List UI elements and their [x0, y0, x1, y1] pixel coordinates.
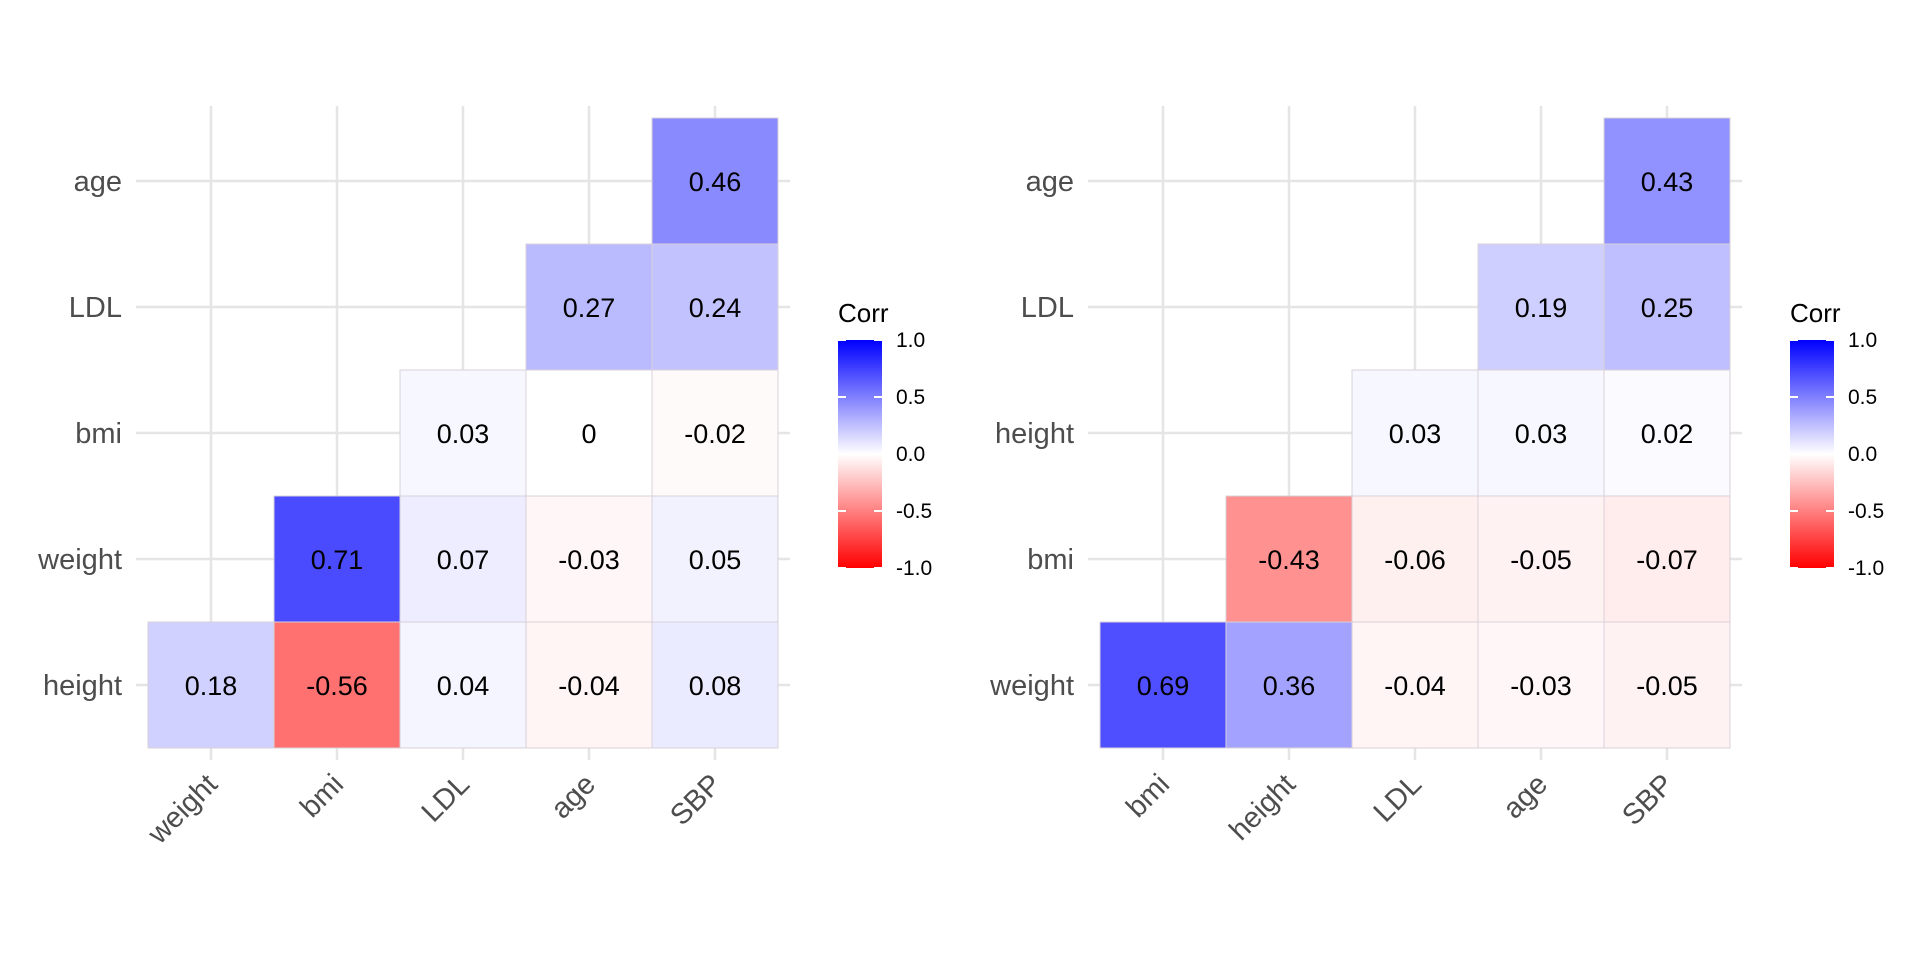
heatmap-cell	[1603, 243, 1731, 371]
heatmap-cell	[147, 621, 275, 749]
x-tick-label: bmi	[294, 768, 350, 824]
x-tick-label: LDL	[1368, 768, 1428, 828]
heatmap-cell	[651, 369, 779, 497]
legend-tick-label: 0.0	[1848, 443, 1877, 466]
heatmap-cell	[651, 117, 779, 245]
cell-value-label: 0.27	[563, 293, 616, 323]
cell-value-label: 0.03	[1389, 419, 1442, 449]
cell-value-label: 0	[581, 419, 596, 449]
legend-tick-label: 0.5	[1848, 386, 1877, 409]
cell-value-label: 0.02	[1641, 419, 1694, 449]
x-tick-label: weight	[141, 768, 224, 851]
heatmap-cell	[273, 495, 401, 623]
y-tick-label: age	[1026, 166, 1074, 198]
y-tick-label: weight	[37, 544, 122, 576]
heatmap-cell	[399, 621, 527, 749]
cell-value-label: 0.03	[1515, 419, 1568, 449]
legend-tick-label: 0.0	[896, 443, 925, 466]
heatmap-panel-2: 0.69 0.36 -0.04 -0.03 -0.05 -0.43 -0.06 -0.05 -0…	[989, 106, 1884, 847]
legend-tick-label: 1.0	[1848, 329, 1877, 352]
cell-value-label: 0.43	[1641, 167, 1694, 197]
x-tick-label: LDL	[416, 768, 476, 828]
cell-value-label: 0.05	[689, 545, 742, 575]
cell-value-label: -0.07	[1636, 545, 1698, 575]
heatmap-cell	[273, 621, 401, 749]
heatmap-cell	[1477, 621, 1605, 749]
cell-value-label: 0.71	[311, 545, 364, 575]
legend-tick-label: -0.5	[1848, 500, 1884, 523]
x-tick-label: SBP	[664, 768, 728, 832]
heatmap-cell	[651, 495, 779, 623]
heatmap-panel-1: 0.18 -0.56 0.04 -0.04 0.08 0.71 0.07 -0.03 0.05 0…	[37, 106, 932, 851]
cell-value-label: 0.25	[1641, 293, 1694, 323]
cell-value-label: -0.56	[306, 671, 368, 701]
cell-value-label: 0.24	[689, 293, 742, 323]
legend-tick-label: -0.5	[896, 500, 932, 523]
cell-value-label: -0.03	[558, 545, 620, 575]
cell-value-label: 0.04	[437, 671, 490, 701]
y-tick-label: weight	[989, 670, 1074, 702]
y-tick-label: LDL	[1021, 292, 1074, 324]
x-tick-label: bmi	[1120, 768, 1176, 824]
heatmap-cell	[1477, 495, 1605, 623]
heatmap-cell	[1603, 495, 1731, 623]
cell-value-label: -0.03	[1510, 671, 1572, 701]
cell-value-label: 0.07	[437, 545, 490, 575]
y-tick-label: bmi	[1027, 544, 1074, 576]
cell-value-label: 0.08	[689, 671, 742, 701]
heatmap-cell	[1351, 621, 1479, 749]
cell-value-label: 0.46	[689, 167, 742, 197]
heatmap-cell	[1351, 495, 1479, 623]
x-tick-label: SBP	[1616, 768, 1680, 832]
heatmap-cell	[1099, 621, 1227, 749]
heatmap-cell	[1477, 243, 1605, 371]
x-tick-label: age	[1497, 768, 1554, 825]
cell-value-label: -0.04	[1384, 671, 1446, 701]
cell-value-label: -0.05	[1636, 671, 1698, 701]
cell-value-label: -0.05	[1510, 545, 1572, 575]
y-tick-label: bmi	[75, 418, 122, 450]
legend-tick-label: 1.0	[896, 329, 925, 352]
y-tick-label: LDL	[69, 292, 122, 324]
cell-value-label: -0.06	[1384, 545, 1446, 575]
heatmap-cell	[399, 495, 527, 623]
legend-title: Corr	[838, 298, 889, 328]
heatmap-cell	[1351, 369, 1479, 497]
y-tick-label: age	[74, 166, 122, 198]
cell-value-label: -0.04	[558, 671, 620, 701]
legend-title: Corr	[1790, 298, 1841, 328]
cell-value-label: 0.36	[1263, 671, 1316, 701]
y-tick-label: height	[43, 670, 122, 702]
heatmap-cell	[525, 621, 653, 749]
legend-tick-label: -1.0	[896, 557, 932, 580]
heatmap-cell	[525, 243, 653, 371]
heatmap-cell	[1477, 369, 1605, 497]
cell-value-label: 0.19	[1515, 293, 1568, 323]
legend-tick-label: 0.5	[896, 386, 925, 409]
cell-value-label: -0.43	[1258, 545, 1320, 575]
x-tick-label: height	[1223, 768, 1301, 846]
heatmap-cell	[525, 369, 653, 497]
cell-value-label: 0.69	[1137, 671, 1190, 701]
heatmap-cell	[399, 369, 527, 497]
cell-value-label: -0.02	[684, 419, 746, 449]
heatmap-cell	[651, 621, 779, 749]
y-tick-label: height	[995, 418, 1074, 450]
heatmap-cell	[1603, 369, 1731, 497]
x-tick-label: age	[545, 768, 602, 825]
cell-value-label: 0.18	[185, 671, 238, 701]
heatmap-cell	[525, 495, 653, 623]
heatmap-cell	[1225, 621, 1353, 749]
heatmap-cell	[1603, 117, 1731, 245]
cell-value-label: 0.03	[437, 419, 490, 449]
legend-tick-label: -1.0	[1848, 557, 1884, 580]
